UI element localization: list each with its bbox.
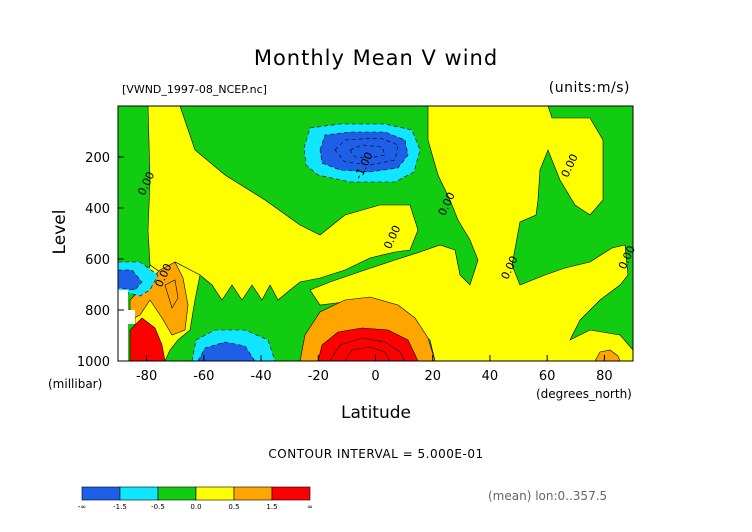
legend-boundary-label: -0.5 — [151, 503, 165, 511]
dataset-label: [VWND_1997-08_NCEP.nc] — [122, 83, 267, 96]
x-tick-label: -20 — [308, 369, 329, 384]
y-tick-label: 1000 — [77, 355, 110, 370]
legend-boundary-label: 0.0 — [190, 503, 201, 511]
contour-inner-upper-2 — [349, 144, 386, 159]
fill-blue-left-edge — [118, 269, 143, 291]
y-tick-label: 800 — [85, 304, 110, 319]
y-tick-label: 400 — [85, 202, 110, 217]
y-axis-units: (millibar) — [48, 377, 103, 391]
x-tick-label: -60 — [193, 369, 214, 384]
legend-boundary-label: 1.5 — [266, 503, 277, 511]
contour-inner-red-1 — [329, 337, 406, 361]
x-tick-label: 60 — [539, 369, 556, 384]
legend-swatch — [233, 486, 273, 501]
contour-fill-layer — [118, 106, 633, 361]
color-legend: -∞ -1.5 -0.5 0.0 0.5 1.5 ∞ — [78, 486, 313, 511]
x-axis-units: (degrees_north) — [536, 387, 632, 401]
legend-boundary-label: ∞ — [307, 503, 313, 511]
legend-swatch — [271, 486, 311, 501]
legend-swatch — [195, 486, 235, 501]
y-tick-label: 600 — [85, 253, 110, 268]
chart-title: Monthly Mean V wind — [253, 46, 499, 70]
mean-longitude-label: (mean) lon:0..357.5 — [488, 489, 608, 503]
legend-swatch — [81, 486, 121, 501]
x-axis-ticks: -80 -60 -40 -20 0 20 40 60 80 — [136, 355, 613, 384]
fill-missing-data — [118, 290, 135, 361]
x-tick-label: -80 — [136, 369, 157, 384]
x-tick-label: -40 — [250, 369, 271, 384]
fill-yellow-right — [309, 106, 633, 361]
fill-blue-lower — [197, 341, 256, 361]
legend-boundary-label: -1.5 — [113, 503, 127, 511]
y-tick-label: 200 — [85, 151, 110, 166]
legend-boundary-label: -∞ — [78, 503, 86, 511]
fill-red-center — [317, 327, 419, 361]
fill-orange-left — [129, 261, 189, 336]
contour-interval-label: CONTOUR INTERVAL = 5.000E-01 — [268, 447, 484, 461]
fill-red-left — [129, 317, 166, 361]
legend-swatch — [157, 486, 197, 501]
x-axis-label: Latitude — [341, 403, 411, 423]
legend-boundary-label: 0.5 — [228, 503, 239, 511]
fill-orange-right — [594, 349, 621, 361]
x-tick-label: 0 — [371, 369, 379, 384]
legend-swatch — [119, 486, 159, 501]
contour-inner-red-2 — [344, 346, 391, 361]
x-tick-label: 80 — [596, 369, 613, 384]
x-tick-label: 20 — [424, 369, 441, 384]
units-label: (units:m/s) — [548, 80, 630, 96]
contour-inner-orange-left — [164, 279, 179, 309]
x-tick-label: 40 — [482, 369, 499, 384]
y-axis-ticks: 200 400 600 800 1000 — [77, 151, 124, 370]
